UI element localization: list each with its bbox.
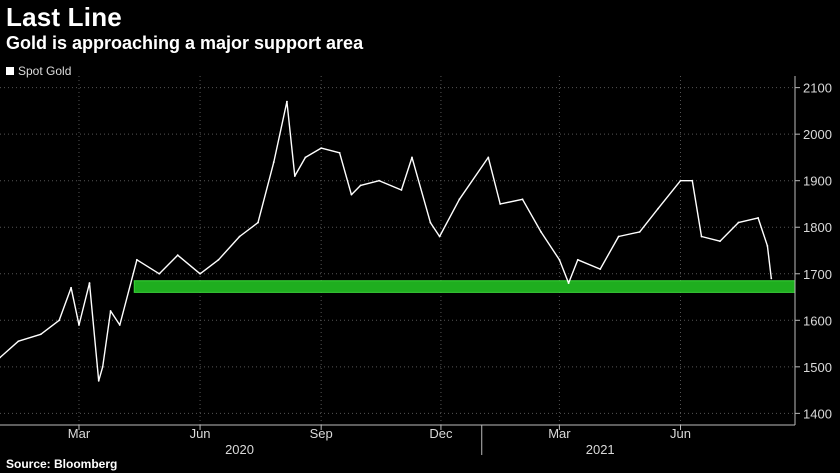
data-point xyxy=(320,147,323,150)
data-point xyxy=(766,244,769,247)
data-point xyxy=(109,310,112,312)
data-point xyxy=(176,254,179,257)
data-point xyxy=(558,258,561,261)
series-layer xyxy=(0,100,773,382)
y-tick-label: 1600 xyxy=(803,313,832,328)
data-point xyxy=(737,221,740,224)
data-point xyxy=(719,240,721,243)
data-point xyxy=(576,258,579,261)
data-point xyxy=(101,365,104,368)
y-tick-label: 1800 xyxy=(803,220,832,235)
data-point xyxy=(118,324,121,326)
data-point xyxy=(158,272,161,275)
data-point xyxy=(0,356,1,359)
data-point xyxy=(78,324,80,326)
data-point xyxy=(378,179,380,182)
data-point xyxy=(700,235,703,238)
data-point xyxy=(286,100,288,103)
data-point xyxy=(757,217,760,219)
data-point xyxy=(429,221,432,224)
data-point xyxy=(304,156,307,159)
data-point xyxy=(70,286,72,289)
y-tick-label: 1700 xyxy=(803,267,832,282)
y-tick-label: 1400 xyxy=(803,406,832,421)
data-point xyxy=(293,175,296,177)
data-point xyxy=(540,230,542,233)
data-point xyxy=(238,235,241,238)
data-point xyxy=(770,277,773,280)
data-point xyxy=(679,179,682,182)
data-point xyxy=(199,272,201,275)
data-point xyxy=(350,193,353,196)
y-tick-label: 1500 xyxy=(803,360,832,375)
year-label: 2020 xyxy=(225,442,254,457)
x-tick-label: Sep xyxy=(310,426,333,441)
data-point xyxy=(458,198,461,201)
data-point xyxy=(487,156,490,159)
data-point xyxy=(617,235,620,238)
data-point xyxy=(400,189,403,191)
legend-swatch xyxy=(6,67,14,75)
data-point xyxy=(599,268,602,271)
year-label: 2021 xyxy=(586,442,615,457)
chart-title: Last Line xyxy=(6,2,122,32)
data-point xyxy=(359,184,362,187)
data-point xyxy=(567,282,570,284)
data-point xyxy=(58,319,61,322)
axes: 1400 1500 1600 1700 1800 1900 2000 2100 Mar Jun Se… xyxy=(0,76,832,457)
x-tick-label: Mar xyxy=(68,426,91,441)
data-point xyxy=(521,198,524,201)
data-point xyxy=(257,221,259,224)
data-point xyxy=(88,282,91,284)
data-point xyxy=(411,156,413,159)
data-point xyxy=(217,258,220,261)
data-point xyxy=(691,179,694,182)
source-note: Source: Bloomberg xyxy=(6,457,118,471)
chart-subtitle: Gold is approaching a major support area xyxy=(6,33,364,53)
data-point xyxy=(97,379,100,382)
y-tick-label: 2000 xyxy=(803,127,832,142)
x-tick-label: Jun xyxy=(190,426,211,441)
support-band-layer xyxy=(133,280,796,293)
data-point xyxy=(638,230,641,233)
y-tick-label: 2100 xyxy=(803,81,832,96)
series-line-spot-gold xyxy=(0,100,772,382)
support-band xyxy=(133,280,796,293)
data-point xyxy=(272,161,275,163)
x-tick-label: Dec xyxy=(429,426,453,441)
data-point xyxy=(338,151,341,154)
y-tick-label: 1900 xyxy=(803,174,832,189)
data-point xyxy=(17,340,20,343)
data-point xyxy=(657,207,660,210)
data-point xyxy=(39,333,42,336)
legend: Spot Gold xyxy=(6,64,71,78)
legend-label: Spot Gold xyxy=(18,64,72,78)
data-point xyxy=(438,235,441,238)
x-tick-label: Jun xyxy=(670,426,691,441)
gridlines xyxy=(0,76,795,425)
data-point xyxy=(499,203,502,205)
x-tick-label: Mar xyxy=(548,426,571,441)
data-point xyxy=(135,258,138,261)
